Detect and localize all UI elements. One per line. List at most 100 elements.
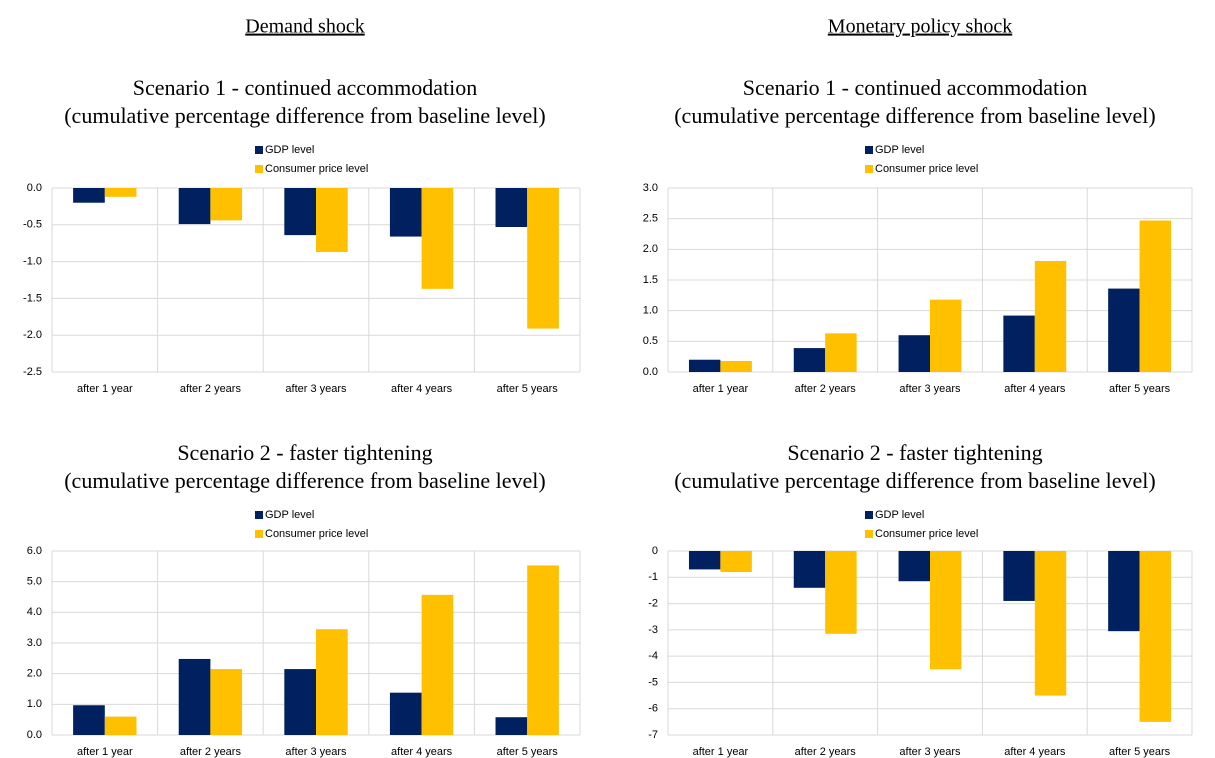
bar <box>688 359 721 372</box>
y-tick-label: 5.0 <box>27 576 42 588</box>
bar <box>930 299 962 372</box>
y-tick-label: -0.5 <box>23 219 42 231</box>
bar <box>527 565 559 735</box>
bar <box>178 188 211 225</box>
legend-label: GDP level <box>265 144 314 156</box>
x-tick-label: after 3 years <box>899 746 961 758</box>
chart-title: Scenario 2 - faster tightening <box>787 440 1042 465</box>
x-tick-label: after 4 years <box>1004 383 1066 395</box>
legend-swatch <box>865 146 873 154</box>
chart-subtitle: (cumulative percentage difference from b… <box>64 468 546 493</box>
y-tick-label: -7 <box>648 729 658 741</box>
y-tick-label: 6.0 <box>27 545 42 557</box>
y-tick-label: -2.0 <box>23 329 42 341</box>
x-tick-label: after 5 years <box>1109 746 1171 758</box>
y-tick-label: 0.0 <box>27 729 42 741</box>
bar <box>720 551 752 573</box>
y-tick-label: -3 <box>648 624 658 636</box>
x-tick-label: after 4 years <box>1004 746 1066 758</box>
x-tick-label: after 3 years <box>285 746 347 758</box>
x-tick-label: after 1 year <box>77 746 133 758</box>
legend-label: Consumer price level <box>265 528 368 540</box>
legend-swatch <box>255 511 263 519</box>
bar <box>898 335 930 372</box>
legend-swatch <box>255 165 263 173</box>
bar <box>1034 551 1067 696</box>
legend-label: Consumer price level <box>875 528 978 540</box>
y-tick-label: -1 <box>648 571 658 583</box>
x-tick-label: after 2 years <box>795 383 857 395</box>
legend-label: Consumer price level <box>875 163 978 175</box>
y-tick-label: -2 <box>648 597 658 609</box>
bar <box>284 669 316 735</box>
bar <box>793 551 826 588</box>
y-tick-label: 1.0 <box>27 698 42 710</box>
y-tick-label: 0 <box>652 545 658 557</box>
y-tick-label: 0.0 <box>643 366 658 378</box>
bar <box>104 716 137 735</box>
x-tick-label: after 1 year <box>77 383 133 395</box>
bar <box>104 188 137 197</box>
legend-swatch <box>865 165 873 173</box>
legend-swatch <box>255 146 263 154</box>
y-tick-label: -5 <box>648 676 658 688</box>
bar <box>316 629 348 735</box>
bar <box>210 188 243 221</box>
x-tick-label: after 2 years <box>795 746 857 758</box>
bar <box>389 692 422 735</box>
bar <box>688 551 721 570</box>
y-tick-label: -6 <box>648 703 658 715</box>
bar <box>421 188 454 289</box>
x-tick-label: after 4 years <box>391 746 453 758</box>
bar <box>1108 551 1140 632</box>
chart-subtitle: (cumulative percentage difference from b… <box>64 103 546 128</box>
bar <box>898 551 930 582</box>
y-tick-label: -1.5 <box>23 292 42 304</box>
chart-title: Scenario 2 - faster tightening <box>177 440 432 465</box>
chart-subtitle: (cumulative percentage difference from b… <box>674 103 1156 128</box>
chart-title: Scenario 1 - continued accommodation <box>133 75 478 100</box>
x-tick-label: after 5 years <box>497 746 559 758</box>
y-tick-label: 2.0 <box>643 243 658 255</box>
bar <box>720 360 752 372</box>
bar <box>527 188 559 329</box>
bar <box>178 658 211 735</box>
bar <box>284 188 316 236</box>
bar <box>495 717 528 735</box>
bar <box>793 348 826 372</box>
y-tick-label: 0.0 <box>27 182 42 194</box>
chart-subtitle: (cumulative percentage difference from b… <box>674 468 1156 493</box>
bar <box>1139 551 1172 722</box>
bar <box>1003 551 1035 601</box>
y-tick-label: 2.5 <box>643 213 658 225</box>
bar <box>389 188 422 237</box>
x-tick-label: after 3 years <box>899 383 961 395</box>
legend-label: GDP level <box>265 509 314 521</box>
legend-swatch <box>865 530 873 538</box>
x-tick-label: after 3 years <box>285 383 347 395</box>
y-tick-label: -1.0 <box>23 256 42 268</box>
x-tick-label: after 1 year <box>693 746 749 758</box>
x-tick-label: after 5 years <box>1109 383 1171 395</box>
bar <box>495 188 528 228</box>
bar <box>210 669 243 735</box>
x-tick-label: after 4 years <box>391 383 453 395</box>
x-tick-label: after 5 years <box>497 383 559 395</box>
column-header: Demand shock <box>245 16 364 38</box>
bar <box>825 333 857 372</box>
y-tick-label: 4.0 <box>27 606 42 618</box>
bar <box>1034 260 1067 372</box>
y-tick-label: -2.5 <box>23 366 42 378</box>
x-tick-label: after 1 year <box>693 383 749 395</box>
bar <box>73 705 105 735</box>
y-tick-label: 0.5 <box>643 335 658 347</box>
y-tick-label: 1.0 <box>643 305 658 317</box>
bar <box>1139 220 1172 372</box>
x-tick-label: after 2 years <box>180 746 242 758</box>
bar <box>930 551 962 670</box>
y-tick-label: 1.5 <box>643 274 658 286</box>
y-tick-label: 2.0 <box>27 668 42 680</box>
legend-label: GDP level <box>875 144 924 156</box>
column-header: Monetary policy shock <box>828 16 1012 38</box>
